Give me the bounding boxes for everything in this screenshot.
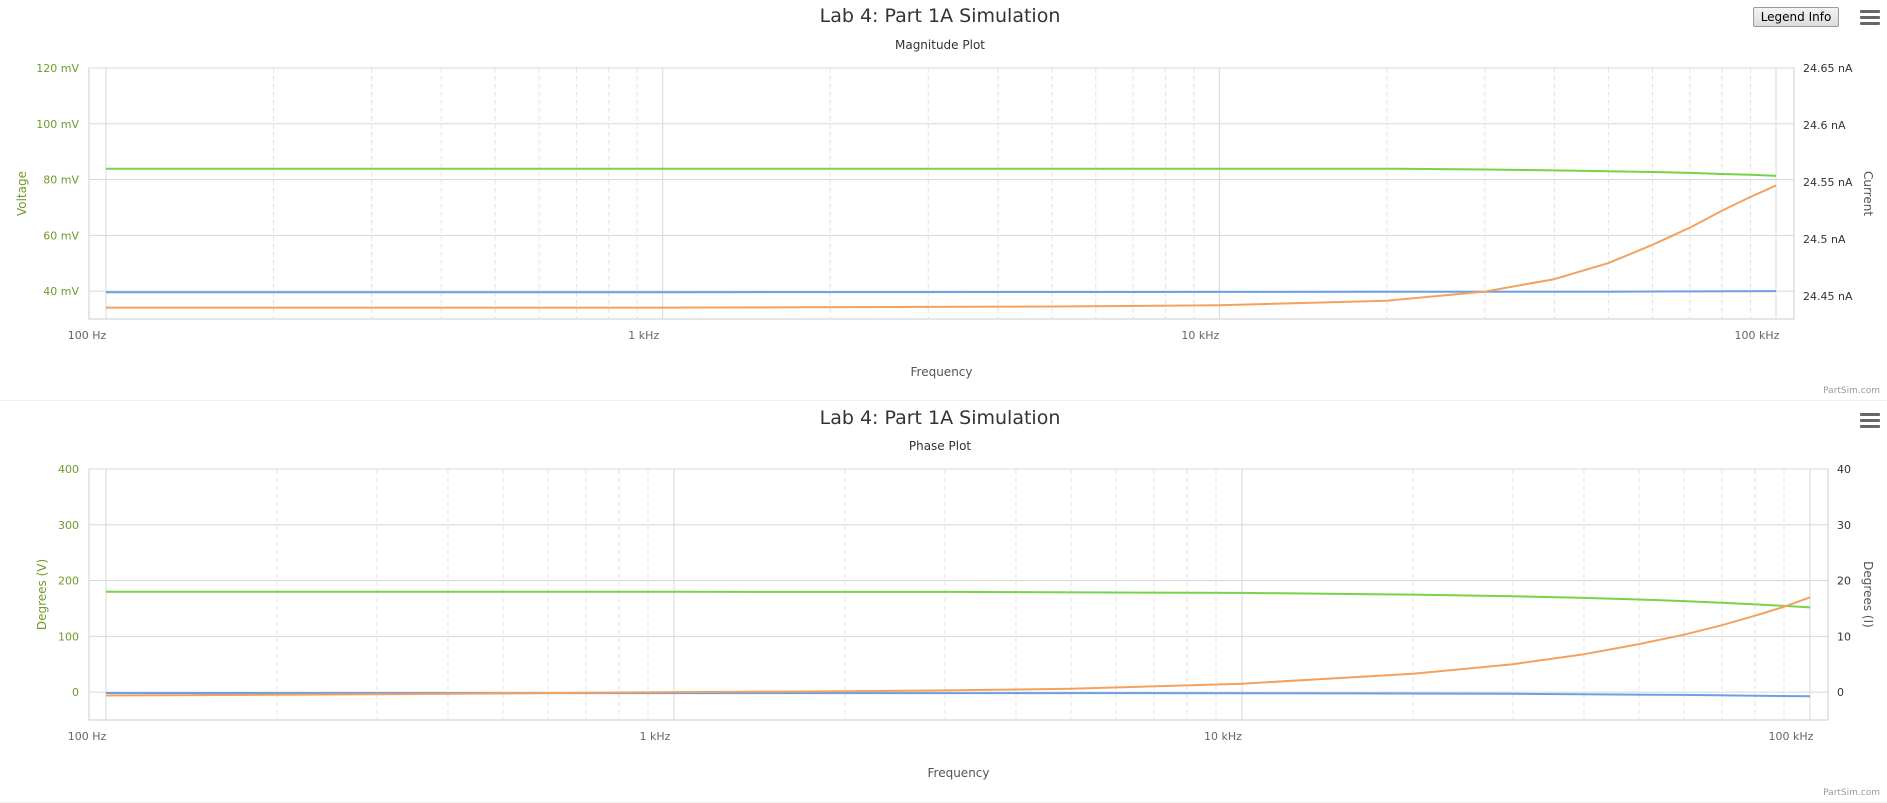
x-tick-label: 100 Hz (68, 730, 107, 743)
y-left-tick-label: 120 mV (36, 62, 79, 75)
y-right-tick-label: 10 (1837, 630, 1851, 643)
series-line-green (106, 167, 1777, 177)
y-right-tick-label: 30 (1837, 519, 1851, 532)
series-line-blue (106, 290, 1777, 294)
x-tick-label: 1 kHz (640, 730, 671, 743)
x-tick-label: 1 kHz (628, 329, 659, 342)
series-line-orange (106, 184, 1777, 309)
x-tick-label: 100 kHz (1735, 329, 1780, 342)
credits-label: PartSim.com (1823, 386, 1880, 396)
x-tick-label: 100 Hz (68, 329, 107, 342)
magnitude-chart-svg: 40 mV 60 mV 80 mV 100 mV 120 mV 24.45 nA 24.5 … (15, 5, 1880, 396)
credits-label: PartSim.com (1823, 788, 1880, 798)
phase-chart: 0 100 200 300 400 0 10 20 30 40 100 Hz 1 kHz 10 kHz 1… (0, 401, 1887, 803)
legend-info-button[interactable]: Legend Info (1753, 7, 1839, 27)
chart-menu-icon[interactable] (1860, 10, 1880, 28)
y-right-tick-label: 20 (1837, 575, 1851, 588)
y-right-tick-label: 24.65 nA (1803, 62, 1853, 75)
series-line-green (105, 590, 1811, 609)
y-left-tick-label: 60 mV (43, 229, 79, 242)
chart-menu-icon[interactable] (1860, 413, 1880, 431)
series-line-orange (105, 596, 1811, 697)
y-right-axis-label: Degrees (I) (1861, 561, 1875, 628)
y-left-tick-label: 200 (58, 575, 79, 588)
y-right-tick-label: 24.55 nA (1803, 176, 1853, 189)
x-axis-label: Frequency (928, 766, 990, 780)
phase-chart-svg: 0 100 200 300 400 0 10 20 30 40 100 Hz 1 kHz 10 kHz 1… (35, 407, 1880, 798)
y-left-tick-label: 40 mV (43, 285, 79, 298)
y-left-axis-label: Degrees (V) (35, 559, 49, 630)
x-tick-label: 10 kHz (1181, 329, 1219, 342)
y-right-tick-label: 24.6 nA (1803, 119, 1846, 132)
chart-divider (0, 400, 1887, 401)
plot-frame (88, 468, 1829, 721)
y-right-tick-label: 0 (1837, 686, 1844, 699)
chart-subtitle: Phase Plot (909, 439, 972, 453)
chart-title: Lab 4: Part 1A Simulation (820, 407, 1061, 429)
y-left-tick-label: 400 (58, 463, 79, 476)
magnitude-chart: 40 mV 60 mV 80 mV 100 mV 120 mV 24.45 nA 24.5 … (0, 0, 1887, 400)
y-left-axis-label: Voltage (15, 171, 29, 216)
y-right-tick-label: 40 (1837, 463, 1851, 476)
chart-subtitle: Magnitude Plot (895, 38, 985, 52)
x-tick-label: 100 kHz (1769, 730, 1814, 743)
x-axis-label: Frequency (911, 365, 973, 379)
y-right-axis-label: Current (1861, 171, 1875, 216)
chart-title: Lab 4: Part 1A Simulation (820, 5, 1061, 27)
y-right-tick-label: 24.45 nA (1803, 290, 1853, 303)
y-left-tick-label: 100 mV (36, 118, 79, 131)
y-left-tick-label: 0 (72, 686, 79, 699)
y-left-tick-label: 80 mV (43, 174, 79, 187)
y-left-tick-label: 100 (58, 630, 79, 643)
x-tick-label: 10 kHz (1204, 730, 1242, 743)
y-right-tick-label: 24.5 nA (1803, 233, 1846, 246)
y-left-tick-label: 300 (58, 519, 79, 532)
